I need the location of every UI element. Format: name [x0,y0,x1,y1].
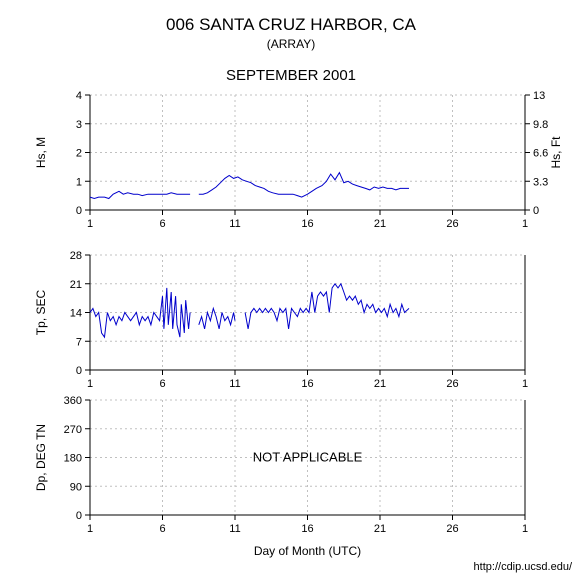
xtick-label: 21 [374,523,386,535]
xtick-label: 1 [87,378,93,390]
xtick-label: 11 [229,218,240,230]
ytick-label: 270 [64,424,82,436]
ytick-label: 21 [70,279,82,291]
ylabel-left: Tp, SEC [34,290,48,336]
ytick-label-r: 9.8 [533,119,548,131]
ylabel-left: Hs, M [34,137,48,168]
ytick-label: 7 [76,336,82,348]
ytick-label: 360 [64,395,82,407]
ytick-label-r: 13 [533,90,545,102]
xtick-label: 16 [301,378,313,390]
xtick-label: 6 [159,523,165,535]
xtick-label: 1 [522,523,528,535]
xtick-label: 6 [159,218,165,230]
xtick-label: 26 [446,523,458,535]
ytick-label-r: 6.6 [533,148,548,160]
footer-url: http://cdip.ucsd.edu/ [474,561,573,573]
ytick-label-r: 0 [533,205,539,217]
chart-svg: 006 SANTA CRUZ HARBOR, CA (ARRAY) SEPTEMBE… [0,0,582,581]
xtick-label: 1 [87,523,93,535]
ytick-label: 0 [76,510,82,522]
ylabel-right: Hs, Ft [549,136,563,169]
xtick-label: 16 [301,218,313,230]
data-line [245,284,409,329]
ytick-label: 0 [76,365,82,377]
xtick-label: 6 [159,378,165,390]
ytick-label-r: 3.3 [533,176,548,188]
xtick-label: 26 [446,218,458,230]
xtick-label: 1 [522,378,528,390]
xtick-label: 1 [522,218,528,230]
title-main: 006 SANTA CRUZ HARBOR, CA [166,15,417,34]
data-line [199,173,409,198]
ytick-label: 0 [76,205,82,217]
ytick-label: 14 [70,308,82,320]
data-line [90,191,190,198]
ytick-label: 180 [64,453,82,465]
title-month: SEPTEMBER 2001 [226,67,356,84]
xtick-label: 11 [229,523,240,535]
xtick-label: 1 [87,218,93,230]
ytick-label: 90 [70,481,82,493]
ytick-label: 4 [76,90,82,102]
data-line [199,308,235,329]
ytick-label: 3 [76,119,82,131]
xtick-label: 21 [374,218,386,230]
ytick-label: 28 [70,250,82,262]
xtick-label: 11 [229,378,240,390]
not-applicable-text: NOT APPLICABLE [253,450,363,465]
xtick-label: 26 [446,378,458,390]
xtick-label: 21 [374,378,386,390]
title-sub: (ARRAY) [267,37,315,51]
ytick-label: 1 [76,176,82,188]
xtick-label: 16 [301,523,313,535]
xlabel: Day of Month (UTC) [254,544,361,558]
ylabel-left: Dp, DEG TN [34,424,48,491]
ytick-label: 2 [76,148,82,160]
